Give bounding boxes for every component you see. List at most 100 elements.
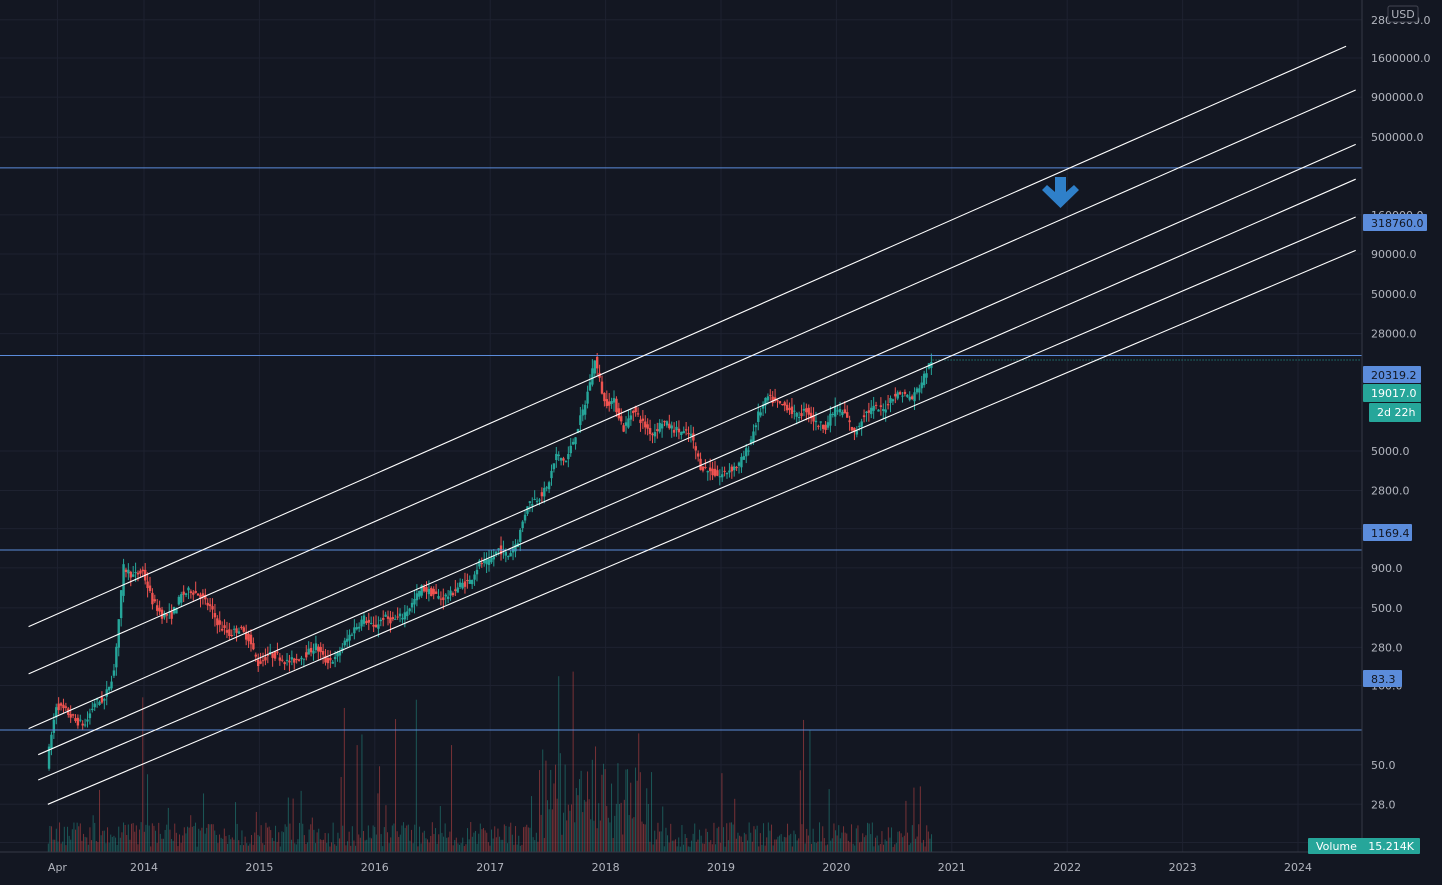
volume-bar [873,846,875,852]
volume-bar [65,845,67,852]
volume-bar [283,832,285,852]
horizontal-levels[interactable] [0,167,1362,731]
candle-body [146,581,149,589]
volume-bar [179,834,181,852]
candle-body [480,563,483,565]
volume-bar [395,719,397,852]
volume-bar [675,839,677,852]
candle-body [824,424,827,431]
volume-bar [489,845,491,852]
volume-bar [585,801,587,852]
volume-bar [543,837,545,852]
volume-bar [747,840,749,852]
volume-bar [89,827,91,852]
candle-body [485,559,488,565]
candle-body [206,602,209,606]
arrow-down-icon-shape [1042,177,1079,208]
volume-bar [414,824,416,852]
candle-body [651,433,654,436]
channel-line[interactable] [28,143,1356,730]
volume-bar [809,730,811,852]
channel-line[interactable] [28,89,1356,675]
volume-bar [220,837,222,852]
price-tick-label: 28.0 [1371,798,1396,811]
channel-line[interactable] [38,216,1356,781]
volume-bar [67,826,69,852]
volume-bar [388,843,390,852]
volume-bar [247,845,249,852]
volume-bar [143,831,145,852]
volume-bar [515,826,517,852]
time-tick-label: 2022 [1053,861,1081,874]
volume-bar [876,835,878,852]
volume-bar [847,840,849,852]
channel-line[interactable] [28,45,1347,628]
volume-bar [457,843,459,852]
currency-label[interactable]: USD [1391,8,1415,21]
volume-bar [379,766,381,852]
volume-bar [771,824,773,852]
candle-body [841,411,844,416]
candle-body [403,612,407,620]
volume-bar [438,834,440,852]
volume-bar [825,845,827,852]
volume-bar [190,815,192,852]
candle-body [535,500,539,502]
volume-bar [206,827,208,852]
volume-bar [358,834,360,852]
candle-body [367,619,370,623]
candle-body [394,618,397,620]
volume-bar [175,832,177,852]
volume-bar [343,707,345,852]
candle-body [495,551,498,555]
price-tick-label: 28000.0 [1371,328,1417,341]
candle-body [915,388,919,393]
volume-bar [257,834,259,852]
volume-bar [711,844,713,852]
channel-lines[interactable] [28,45,1356,805]
candle-body [422,586,426,592]
candle-body [427,588,431,595]
volume-bar [227,843,229,852]
time-tick-label: 2014 [130,861,158,874]
volume-bar [131,823,133,852]
candle-body [446,596,450,600]
candle-body [706,471,709,473]
volume-bar [291,839,293,852]
volume-bar [215,834,217,852]
channel-line[interactable] [37,178,1356,756]
volume-bar [591,759,593,852]
volume-bar [574,822,576,852]
volume-bar [51,826,53,852]
volume-bar [772,845,774,852]
volume-bar [315,843,317,852]
channel-line[interactable] [47,249,1356,805]
candle-body [855,430,859,435]
candle-body [350,634,354,636]
candle-body [550,470,553,479]
price-axis[interactable]: 17000000.09000000.05000000.02800000.0160… [1361,0,1442,885]
candle-body [910,396,914,400]
volume-bar [663,846,665,852]
candle-body [778,401,782,404]
volume-bar [615,803,617,852]
volume-bar [118,826,120,852]
volume-bar [49,825,51,852]
volume-bar [718,826,720,852]
price-labels: 318760.0 20319.2 19017.0 2d 22h 1169.4 8… [1308,214,1427,854]
candle-body [595,356,599,369]
volume-bar [185,833,187,852]
candle-body [283,662,286,665]
time-axis[interactable]: Apr 2014 2015 2016 2017 2018 2019 2020 2021 2022 2… [0,851,1442,881]
volume-bar [703,843,705,852]
candle-body [321,650,325,655]
candle-body [107,686,111,691]
volume-bar [815,842,817,852]
volume-bar [447,837,449,852]
candle-body [312,650,315,654]
volume-bar [455,837,457,852]
volume-bar [359,837,361,852]
candle-body [336,652,339,657]
